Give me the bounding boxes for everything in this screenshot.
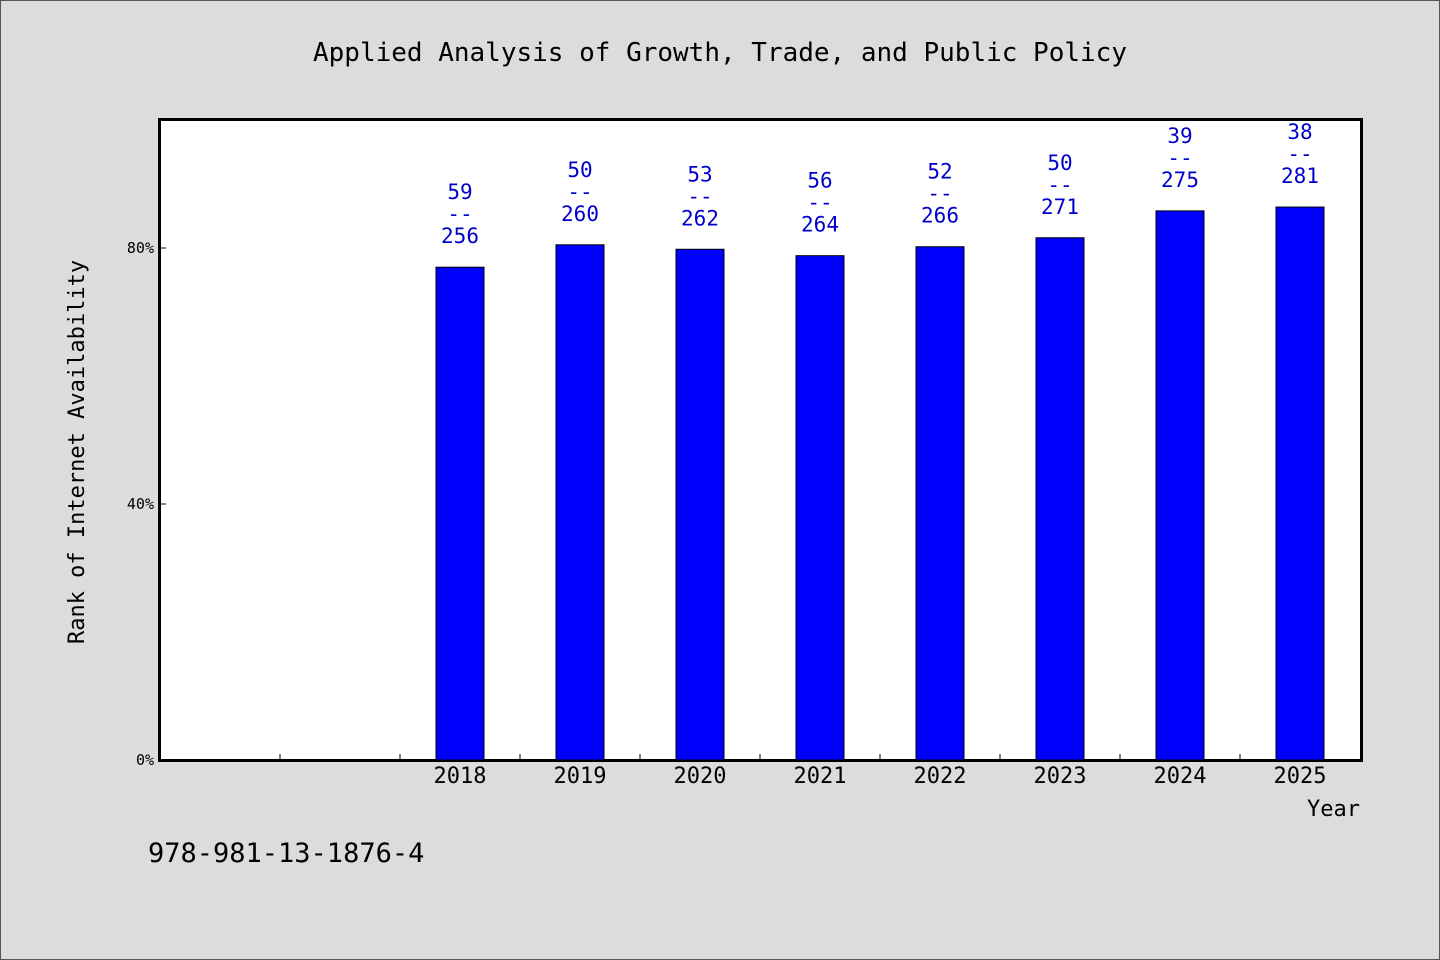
y-tick-label: 40% — [127, 495, 154, 513]
bar-2021 — [795, 255, 845, 761]
x-axis-ticks: 2018 2019 2020 2021 2022 2023 2024 2025 — [279, 754, 1327, 789]
x-tick-label-2024: 2024 — [1154, 764, 1207, 789]
y-tick-label: 0% — [136, 751, 154, 769]
y-axis-ticks: 0% 40% 80% — [127, 239, 166, 769]
data-label-2022: 52 --266 — [921, 160, 959, 228]
data-label-2025: 38 --281 — [1281, 120, 1319, 188]
x-tick-label-2019: 2019 — [554, 764, 607, 789]
x-tick-label-2018: 2018 — [434, 764, 487, 789]
y-axis-label: Rank of Internet Availability — [65, 260, 90, 644]
bar-2022 — [915, 246, 965, 761]
bar-2020 — [675, 248, 725, 761]
data-label-2024: 39 --275 — [1161, 124, 1199, 192]
data-label-2018: 59 --256 — [441, 180, 479, 248]
bar-2024 — [1155, 210, 1205, 761]
bar-2018 — [435, 266, 485, 761]
bar-2025 — [1275, 206, 1325, 761]
bar-2023 — [1035, 237, 1085, 761]
x-tick-label-2025: 2025 — [1274, 764, 1327, 789]
x-tick-label-2020: 2020 — [674, 764, 727, 789]
data-label-2019: 50 --260 — [561, 158, 599, 226]
x-tick-label-2023: 2023 — [1034, 764, 1087, 789]
data-label-2023: 50 --271 — [1041, 151, 1079, 219]
x-tick-label-2021: 2021 — [794, 764, 847, 789]
data-labels-group: 59 --256 50 --260 53 --262 56 --264 52 --266 50 --2… — [441, 120, 1319, 248]
bars-group — [435, 206, 1325, 761]
data-label-2021: 56 --264 — [801, 169, 839, 237]
y-tick-label: 80% — [127, 239, 154, 257]
x-tick-label-2022: 2022 — [914, 764, 967, 789]
data-label-2020: 53 --262 — [681, 162, 719, 230]
x-axis-label: Year — [1307, 797, 1360, 822]
chart-title: Applied Analysis of Growth, Trade, and P… — [313, 38, 1127, 68]
footer-isbn: 978-981-13-1876-4 — [148, 838, 424, 869]
bar-2019 — [555, 244, 605, 761]
